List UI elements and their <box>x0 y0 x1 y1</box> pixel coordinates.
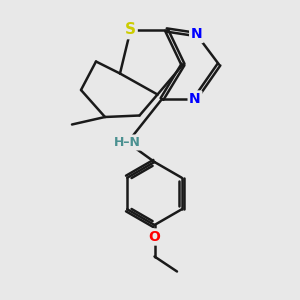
Text: O: O <box>148 230 160 244</box>
Text: H–N: H–N <box>114 136 141 149</box>
Text: S: S <box>125 22 136 38</box>
Text: N: N <box>189 92 201 106</box>
Text: N: N <box>191 28 202 41</box>
